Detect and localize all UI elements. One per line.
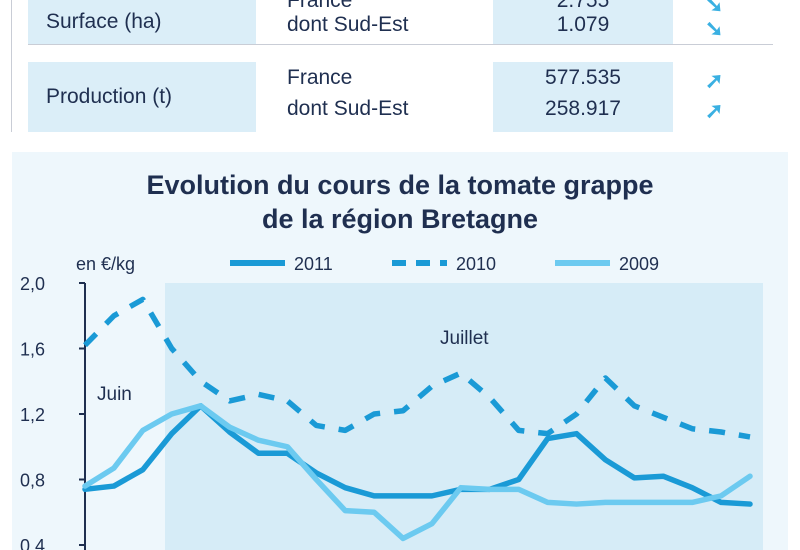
chart-title: Evolution du cours de la tomate grappe (146, 170, 654, 200)
surface-label: Surface (ha) (46, 10, 162, 33)
production-table: Surface (ha) France dont Sud-Est 2.755 1… (0, 0, 800, 135)
chart-subtitle: de la région Bretagne (261, 204, 539, 234)
y-axis-unit-label: en €/kg (76, 254, 135, 274)
trend-up-icon: ➚ (705, 98, 724, 123)
y-tick-label: 1,2 (20, 405, 45, 425)
surface-value-sudest: 1.079 (556, 13, 610, 36)
surface-sub-france: France (287, 0, 353, 12)
series-line-2009 (82, 403, 753, 542)
series-line-2011 (82, 403, 753, 507)
y-tick-label: 0,8 (20, 471, 45, 491)
trend-down-icon: ➘ (705, 16, 724, 41)
production-value-france: 577.535 (545, 66, 621, 89)
row-label-surface: Surface (ha) (28, 0, 256, 44)
surface-value-france: 2.755 (556, 0, 610, 12)
legend-label-2010: 2010 (456, 254, 496, 274)
production-value-sudest: 258.917 (545, 97, 621, 120)
legend-label-2011: 2011 (294, 254, 333, 274)
y-tick-label: 2,0 (20, 274, 45, 294)
row-label-production: Production (t) (28, 62, 256, 132)
surface-sub-sudest: dont Sud-Est (287, 13, 409, 36)
production-value-column (493, 62, 673, 132)
production-label: Production (t) (46, 85, 173, 108)
y-tick-label: 0,4 (20, 536, 45, 550)
y-tick-label: 1,6 (20, 340, 45, 360)
production-sub-sudest: dont Sud-Est (287, 97, 409, 120)
trend-up-icon: ➚ (705, 68, 724, 93)
series-line-2010 (83, 296, 751, 440)
annotation-juillet: Juillet (440, 328, 489, 349)
surface-value-column (493, 0, 673, 44)
trend-down-icon: ➘ (705, 0, 724, 17)
chart-series (82, 296, 753, 542)
legend-label-2009: 2009 (619, 254, 659, 274)
july-shaded-region (165, 283, 763, 550)
table-left-border (11, 0, 12, 132)
chart-legend: 2011 2010 2009 (230, 254, 659, 274)
production-sub-france: France (287, 66, 353, 89)
row-divider (28, 44, 773, 45)
chart-axes: 2,0 1,6 1,2 0,8 0,4 (20, 274, 86, 550)
annotation-juin: Juin (97, 384, 132, 405)
